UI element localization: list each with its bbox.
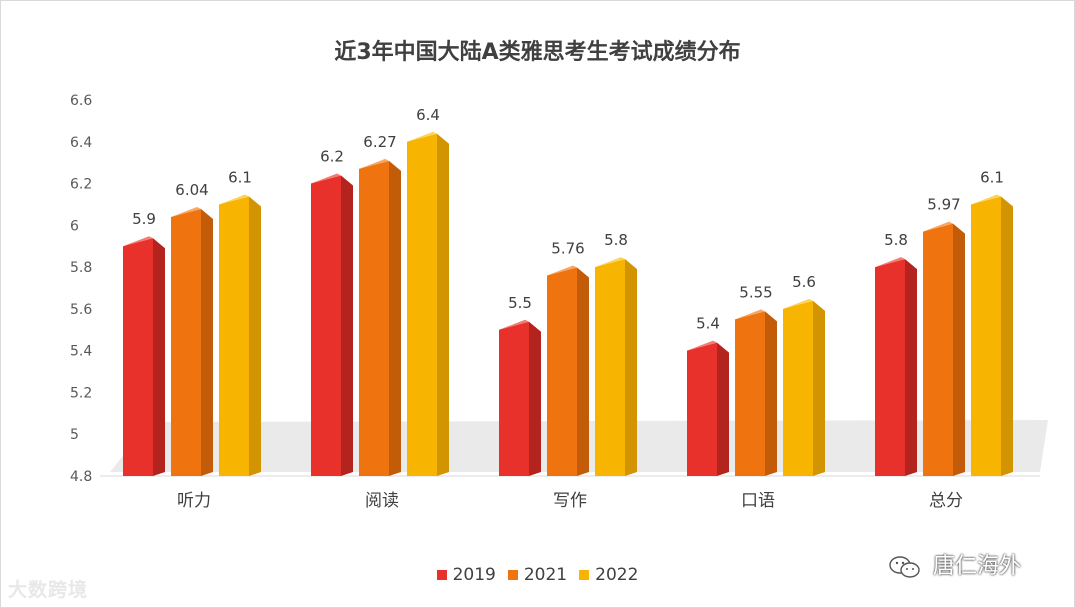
watermark-right-text: 唐仁海外 xyxy=(933,554,1022,579)
data-label: 5.55 xyxy=(739,283,772,301)
bar-front xyxy=(407,133,437,476)
data-label: 6.04 xyxy=(175,181,208,199)
bar-front xyxy=(219,196,249,476)
bar-top xyxy=(123,236,153,247)
bar-side xyxy=(153,238,165,476)
bar-side xyxy=(341,175,353,477)
data-label: 6.27 xyxy=(363,133,396,151)
bar-front xyxy=(499,321,529,476)
bar-top xyxy=(499,319,529,330)
bar-side xyxy=(389,160,401,476)
legend: 2019 2021 2022 xyxy=(0,565,1075,585)
chart-title: 近3年中国大陆A类雅思考生考试成绩分布 xyxy=(334,40,741,65)
bar-front xyxy=(735,311,765,476)
x-tick-label: 口语 xyxy=(741,491,775,511)
bar-front xyxy=(687,342,717,476)
bar-top xyxy=(171,206,201,217)
bar-side xyxy=(201,208,213,476)
bar-front xyxy=(547,267,577,476)
bar-side xyxy=(765,311,777,476)
legend-item-2022: 2022 xyxy=(579,565,638,585)
legend-label-2021: 2021 xyxy=(523,565,568,585)
bar-front xyxy=(171,208,201,476)
bar-front xyxy=(875,259,905,476)
legend-item-2021: 2021 xyxy=(507,565,568,585)
bar-side xyxy=(1001,196,1013,476)
data-label: 6.2 xyxy=(320,148,344,166)
data-label: 5.4 xyxy=(696,315,720,333)
data-label: 6.1 xyxy=(228,168,252,186)
bar-top xyxy=(407,131,437,142)
legend-label-2019: 2019 xyxy=(452,565,496,585)
y-tick-label: 6.6 xyxy=(70,93,92,109)
legend-swatch-2022 xyxy=(579,570,590,580)
legend-label-2022: 2022 xyxy=(595,565,639,585)
bar-front xyxy=(359,160,389,476)
bar-side xyxy=(249,196,261,476)
bar-side xyxy=(953,223,965,476)
watermark-left: 大数跨境 xyxy=(8,579,89,601)
watermark-right: 唐仁海外 xyxy=(888,548,1021,580)
bar-top xyxy=(923,221,953,232)
y-tick-label: 5.8 xyxy=(70,260,92,276)
bar-top xyxy=(595,257,625,268)
bar-side xyxy=(625,259,637,476)
data-label: 5.8 xyxy=(604,231,628,249)
bar-front xyxy=(783,300,813,476)
y-tick-label: 5.2 xyxy=(70,385,92,401)
x-tick-label: 听力 xyxy=(177,491,211,511)
y-tick-label: 4.8 xyxy=(70,469,92,485)
data-label: 5.5 xyxy=(508,294,532,312)
bar-front xyxy=(595,259,625,476)
bar-side xyxy=(813,300,825,476)
bar-top xyxy=(687,340,717,351)
bar-side xyxy=(529,321,541,476)
bar-side xyxy=(577,267,589,476)
bar-top xyxy=(783,298,813,309)
bar-top xyxy=(875,257,905,268)
data-label: 5.9 xyxy=(132,210,156,228)
data-label: 5.8 xyxy=(884,231,908,249)
y-tick-label: 5 xyxy=(70,427,79,443)
data-label: 5.97 xyxy=(927,196,960,214)
y-tick-label: 6.2 xyxy=(70,177,92,193)
bar-front xyxy=(971,196,1001,476)
x-tick-label: 总分 xyxy=(929,491,963,511)
bar-top xyxy=(219,194,249,205)
y-tick-label: 5.4 xyxy=(70,344,92,360)
bar-side xyxy=(905,259,917,476)
data-label: 6.4 xyxy=(416,106,440,124)
legend-swatch-2021 xyxy=(507,570,518,580)
bar-top xyxy=(735,309,765,320)
bar-top xyxy=(311,173,341,184)
bar-top xyxy=(359,158,389,169)
bar-front xyxy=(311,175,341,477)
data-label: 6.1 xyxy=(980,168,1004,186)
y-tick-label: 6.4 xyxy=(70,135,92,151)
legend-item-2019: 2019 xyxy=(436,565,496,585)
bar-front xyxy=(123,238,153,476)
bar-side xyxy=(437,133,449,476)
x-tick-label: 阅读 xyxy=(365,491,399,511)
wechat-icon xyxy=(889,556,920,578)
data-label: 5.6 xyxy=(792,273,816,291)
bar-top xyxy=(547,265,577,276)
data-label: 5.76 xyxy=(551,239,584,257)
y-tick-label: 6 xyxy=(70,218,79,234)
y-tick-label: 5.6 xyxy=(70,302,92,318)
bar-top xyxy=(971,194,1001,205)
bar-side xyxy=(717,342,729,476)
bar-front xyxy=(923,223,953,476)
legend-swatch-2019 xyxy=(436,570,447,580)
x-tick-label: 写作 xyxy=(553,491,587,511)
